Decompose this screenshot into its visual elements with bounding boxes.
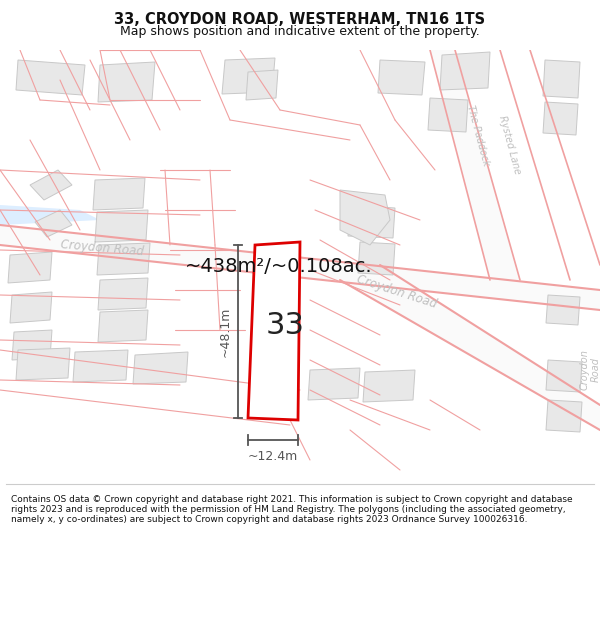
Text: Contains OS data © Crown copyright and database right 2021. This information is : Contains OS data © Crown copyright and d… (11, 494, 572, 524)
Text: 33: 33 (265, 311, 305, 339)
Text: Croydon
Road: Croydon Road (579, 349, 600, 391)
Polygon shape (97, 243, 150, 275)
Polygon shape (543, 60, 580, 98)
Polygon shape (133, 352, 188, 384)
Polygon shape (73, 350, 128, 382)
Polygon shape (358, 242, 395, 275)
Text: Map shows position and indicative extent of the property.: Map shows position and indicative extent… (120, 24, 480, 38)
Polygon shape (12, 330, 52, 360)
Polygon shape (246, 70, 278, 100)
Polygon shape (440, 52, 490, 90)
Polygon shape (363, 370, 415, 402)
Polygon shape (98, 62, 155, 102)
Text: 33, CROYDON ROAD, WESTERHAM, TN16 1TS: 33, CROYDON ROAD, WESTERHAM, TN16 1TS (115, 12, 485, 28)
Polygon shape (546, 400, 582, 432)
Polygon shape (222, 58, 275, 94)
Polygon shape (95, 210, 148, 242)
Polygon shape (16, 60, 85, 95)
Polygon shape (546, 295, 580, 325)
Polygon shape (93, 178, 145, 210)
Polygon shape (308, 368, 360, 400)
Polygon shape (30, 170, 72, 200)
Polygon shape (543, 102, 578, 135)
Polygon shape (430, 50, 520, 280)
Text: ~12.4m: ~12.4m (248, 450, 298, 463)
Polygon shape (10, 292, 52, 323)
Polygon shape (428, 98, 468, 132)
Text: Croydon Road: Croydon Road (60, 238, 145, 258)
Polygon shape (35, 210, 72, 237)
Polygon shape (16, 348, 70, 380)
Polygon shape (378, 60, 425, 95)
Polygon shape (348, 205, 395, 238)
Polygon shape (340, 190, 390, 245)
Text: Rysted Lane: Rysted Lane (497, 114, 523, 176)
Text: The Paddock: The Paddock (465, 104, 491, 166)
Text: ~438m²/~0.108ac.: ~438m²/~0.108ac. (185, 258, 373, 276)
Polygon shape (98, 310, 148, 342)
Polygon shape (98, 278, 148, 310)
Text: Croydon Road: Croydon Road (355, 273, 439, 311)
Polygon shape (0, 225, 600, 310)
Polygon shape (0, 205, 100, 225)
Text: ~48.1m: ~48.1m (219, 306, 232, 357)
Polygon shape (248, 242, 300, 420)
Polygon shape (8, 252, 52, 283)
Polygon shape (546, 360, 582, 392)
Polygon shape (340, 265, 600, 430)
